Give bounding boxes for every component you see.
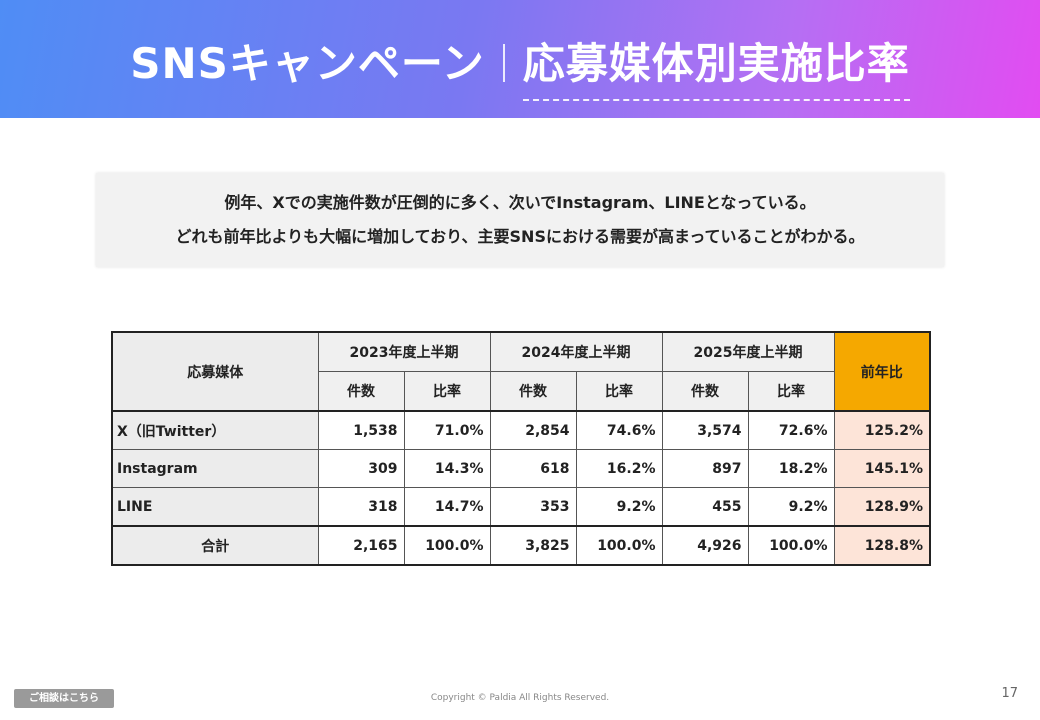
cell-ratio: 100.0% xyxy=(575,525,663,566)
cell-count: 1,538 xyxy=(317,410,405,450)
cell-count: 353 xyxy=(489,487,577,527)
title-separator xyxy=(502,44,505,82)
table-row-total: 合計 2,165 100.0% 3,825 100.0% 4,926 100.0… xyxy=(111,525,931,566)
cell-count: 455 xyxy=(661,487,749,527)
page-number: 17 xyxy=(1001,686,1018,701)
cell-count: 2,854 xyxy=(489,410,577,450)
cell-yoy: 128.8% xyxy=(833,525,931,566)
title-sub: 応募媒体別実施比率 xyxy=(522,30,910,101)
header-count-2023: 件数 xyxy=(317,371,405,412)
cell-count: 897 xyxy=(661,449,749,488)
cell-ratio: 74.6% xyxy=(575,410,663,450)
page-title: SNSキャンペーン 応募媒体別実施比率 xyxy=(0,30,1040,101)
cell-ratio: 14.3% xyxy=(403,449,491,488)
header-year-2024: 2024年度上半期 xyxy=(489,331,663,372)
title-main: SNSキャンペーン xyxy=(130,39,485,88)
cell-ratio: 100.0% xyxy=(747,525,835,566)
header-count-2024: 件数 xyxy=(489,371,577,412)
copyright: Copyright © Paldia All Rights Reserved. xyxy=(430,693,610,703)
cell-ratio: 9.2% xyxy=(575,487,663,527)
cell-count: 3,574 xyxy=(661,410,749,450)
header-year-2023: 2023年度上半期 xyxy=(317,331,491,372)
cell-yoy: 145.1% xyxy=(833,449,931,488)
summary-box: 例年、Xでの実施件数が圧倒的に多く、次いでInstagram、LINEとなってい… xyxy=(96,173,944,267)
consult-button[interactable]: ご相談はこちら xyxy=(14,689,114,708)
cell-count: 318 xyxy=(317,487,405,527)
cell-count: 618 xyxy=(489,449,577,488)
cell-ratio: 9.2% xyxy=(747,487,835,527)
cell-yoy: 125.2% xyxy=(833,410,931,450)
summary-line-2: どれも前年比よりも大幅に増加しており、主要SNSにおける需要が高まっていることが… xyxy=(175,227,865,246)
cell-ratio: 100.0% xyxy=(403,525,491,566)
table-row: LINE 318 14.7% 353 9.2% 455 9.2% 128.9% xyxy=(111,487,931,527)
cell-count: 309 xyxy=(317,449,405,488)
header-banner: SNSキャンペーン 応募媒体別実施比率 xyxy=(0,0,1040,118)
header-ratio-2023: 比率 xyxy=(403,371,491,412)
header-media: 応募媒体 xyxy=(111,331,319,412)
cell-count: 3,825 xyxy=(489,525,577,566)
cell-ratio: 18.2% xyxy=(747,449,835,488)
header-ratio-2025: 比率 xyxy=(747,371,835,412)
cell-media: LINE xyxy=(111,487,319,527)
header-yoy: 前年比 xyxy=(833,331,931,412)
cell-media: X（旧Twitter） xyxy=(111,410,319,450)
table-row: X（旧Twitter） 1,538 71.0% 2,854 74.6% 3,57… xyxy=(111,410,931,450)
header-count-2025: 件数 xyxy=(661,371,749,412)
cell-ratio: 72.6% xyxy=(747,410,835,450)
media-ratio-table: 応募媒体 2023年度上半期 2024年度上半期 2025年度上半期 前年比 件… xyxy=(111,331,931,566)
header-ratio-2024: 比率 xyxy=(575,371,663,412)
cell-media: Instagram xyxy=(111,449,319,488)
cell-total-label: 合計 xyxy=(111,525,319,566)
table-row: Instagram 309 14.3% 618 16.2% 897 18.2% … xyxy=(111,449,931,488)
summary-line-1: 例年、Xでの実施件数が圧倒的に多く、次いでInstagram、LINEとなってい… xyxy=(224,193,816,212)
cell-ratio: 16.2% xyxy=(575,449,663,488)
header-year-2025: 2025年度上半期 xyxy=(661,331,835,372)
cell-count: 4,926 xyxy=(661,525,749,566)
cell-ratio: 14.7% xyxy=(403,487,491,527)
cell-count: 2,165 xyxy=(317,525,405,566)
cell-ratio: 71.0% xyxy=(403,410,491,450)
cell-yoy: 128.9% xyxy=(833,487,931,527)
